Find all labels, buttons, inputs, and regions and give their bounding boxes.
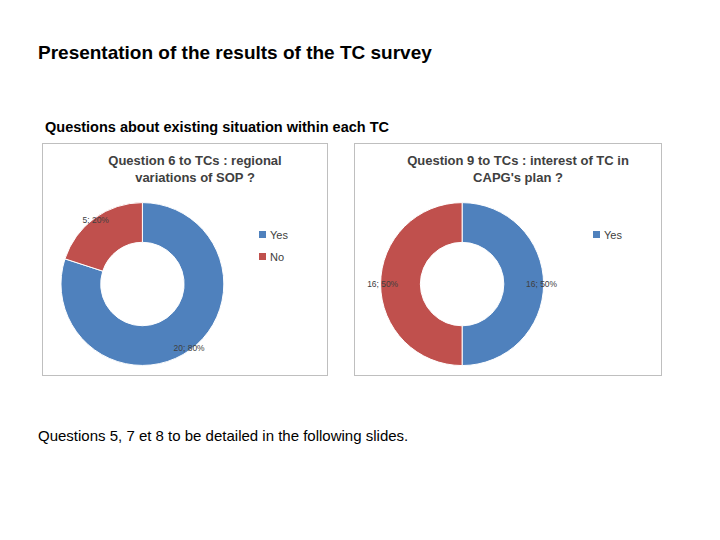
svg-text:20; 80%: 20; 80%: [174, 343, 205, 353]
html-text:Presentation of the results of: Presentation of the results of the TC su…: [38, 42, 432, 63]
svg-text:5; 20%: 5; 20%: [83, 215, 110, 225]
html-text:Yes: Yes: [270, 229, 288, 241]
html-text:Questions about existing situa: Questions about existing situation withi…: [45, 119, 389, 135]
html-text:Question 6 to TCs : regional v: Question 6 to TCs : regional variations …: [108, 153, 282, 185]
html-text:No: No: [270, 251, 285, 263]
svg-text:16; 50%: 16; 50%: [526, 279, 557, 289]
html-text:Questions 5, 7 et 8 to be deta: Questions 5, 7 et 8 to be detailed in th…: [38, 427, 409, 444]
html-text:Question 9 to TCs : interest o: Question 9 to TCs : interest of TC in CA…: [407, 153, 629, 185]
html-text:Yes: Yes: [604, 229, 622, 241]
svg-text:16; 50%: 16; 50%: [367, 279, 398, 289]
